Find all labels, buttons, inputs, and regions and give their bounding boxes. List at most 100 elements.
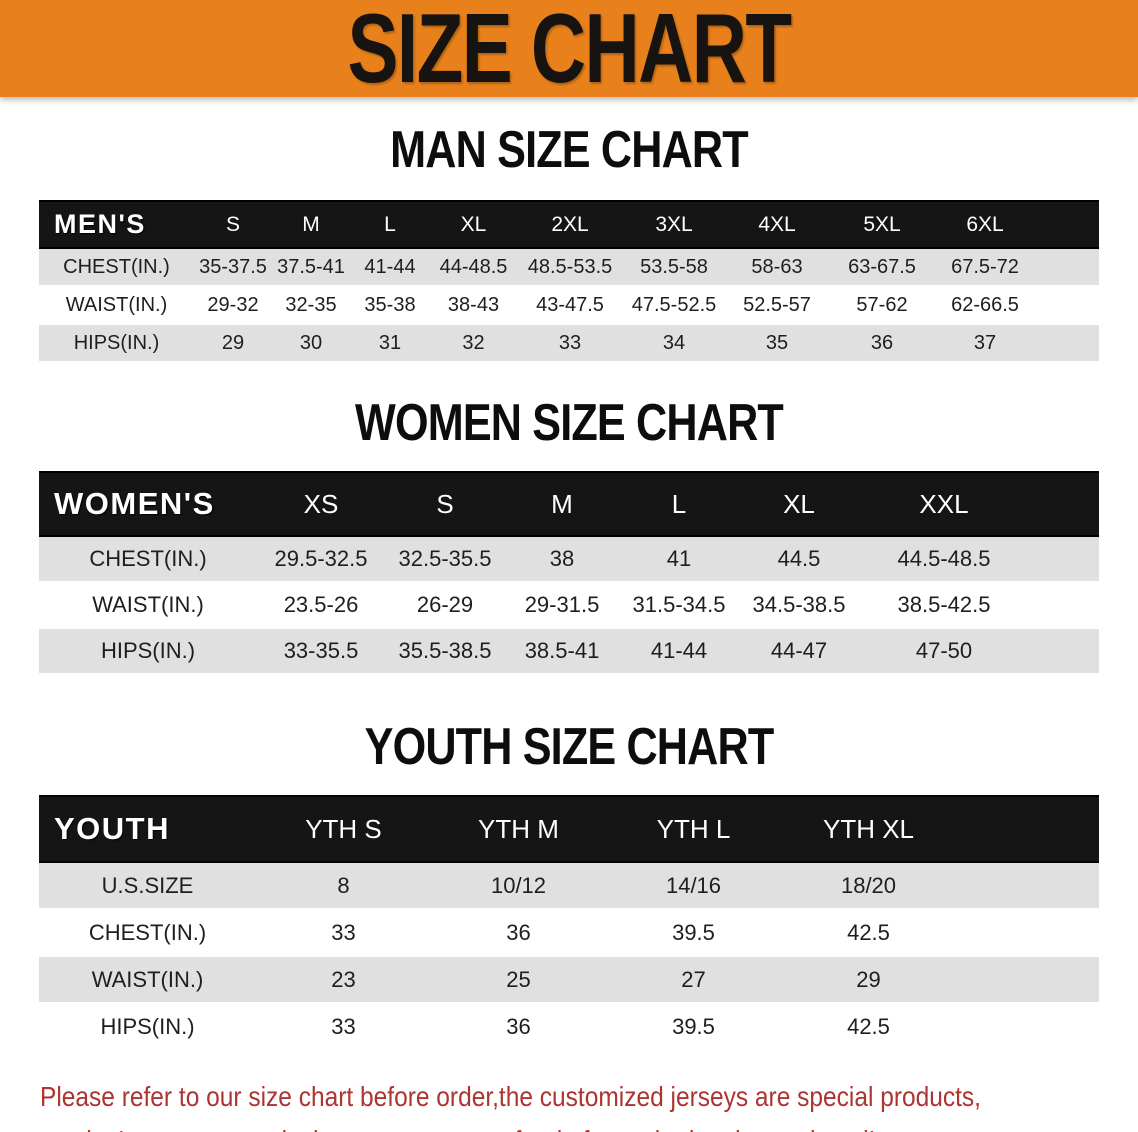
measurement-row: HIPS(IN.) 33-35.5 35.5-38.5 38.5-41 41-44 44-…	[39, 629, 1099, 675]
section-women-size-chart: WOMEN SIZE CHART WOMEN'S XS S M L XL XXL CHEST(…	[0, 397, 1138, 675]
measurement-value: 47.5-52.5	[623, 287, 725, 325]
measurement-value: 29-32	[194, 287, 272, 325]
disclaimer-line-1: Please refer to our size chart before or…	[40, 1081, 981, 1112]
measurement-value: 27	[606, 957, 781, 1004]
measurement-value: 36	[829, 325, 935, 363]
size-table-header-row: MEN'S S M L XL 2XL 3XL 4XL 5XL 6XL	[39, 200, 1099, 249]
measurement-value: 42.5	[781, 910, 956, 957]
measurement-row: WAIST(IN.) 29-32 32-35 35-38 38-43 43-47.5 47.…	[39, 287, 1099, 325]
measurement-value: 44-48.5	[430, 249, 517, 287]
men-section-heading: MAN SIZE CHART	[390, 121, 748, 179]
size-table-corner-label: WOMEN'S	[39, 471, 257, 537]
measurement-row: CHEST(IN.) 33 36 39.5 42.5	[39, 910, 1099, 957]
measurement-value: 44.5	[739, 537, 859, 583]
men-size-table: MEN'S S M L XL 2XL 3XL 4XL 5XL 6XL CHEST(IN.) 35-37…	[39, 200, 1099, 363]
measurement-value: 32	[430, 325, 517, 363]
row-filler-cell	[956, 910, 1099, 957]
measurement-row: WAIST(IN.) 23.5-26 26-29 29-31.5 31.5-34.5 34…	[39, 583, 1099, 629]
size-table-header-row: YOUTH YTH S YTH M YTH L YTH XL	[39, 795, 1099, 863]
row-filler-cell	[1035, 287, 1099, 325]
size-column-header: XXL	[859, 471, 1029, 537]
row-filler-cell	[1035, 325, 1099, 363]
measurement-value: 34	[623, 325, 725, 363]
measurement-value: 37	[935, 325, 1035, 363]
banner-title: SIZE CHART	[347, 0, 792, 104]
measurement-label: WAIST(IN.)	[39, 583, 257, 629]
row-filler-cell	[956, 863, 1099, 910]
measurement-value: 35	[725, 325, 829, 363]
measurement-value: 34.5-38.5	[739, 583, 859, 629]
measurement-value: 18/20	[781, 863, 956, 910]
measurement-value: 36	[431, 1004, 606, 1051]
measurement-value: 29.5-32.5	[257, 537, 385, 583]
measurement-value: 57-62	[829, 287, 935, 325]
row-filler-cell	[956, 1004, 1099, 1051]
size-column-header: M	[505, 471, 619, 537]
measurement-value: 41-44	[619, 629, 739, 675]
header-filler-cell	[1035, 200, 1099, 249]
size-column-header: 4XL	[725, 200, 829, 249]
size-table-header-row: WOMEN'S XS S M L XL XXL	[39, 471, 1099, 537]
measurement-value: 36	[431, 910, 606, 957]
row-filler-cell	[1029, 583, 1099, 629]
measurement-value: 35-37.5	[194, 249, 272, 287]
measurement-value: 47-50	[859, 629, 1029, 675]
measurement-value: 38	[505, 537, 619, 583]
measurement-value: 38-43	[430, 287, 517, 325]
women-section-heading: WOMEN SIZE CHART	[355, 394, 784, 452]
measurement-value: 25	[431, 957, 606, 1004]
measurement-value: 39.5	[606, 1004, 781, 1051]
measurement-value: 8	[256, 863, 431, 910]
measurement-label: CHEST(IN.)	[39, 249, 194, 287]
measurement-value: 30	[272, 325, 350, 363]
measurement-value: 23.5-26	[257, 583, 385, 629]
measurement-value: 32-35	[272, 287, 350, 325]
row-filler-cell	[956, 957, 1099, 1004]
measurement-value: 53.5-58	[623, 249, 725, 287]
measurement-label: CHEST(IN.)	[39, 537, 257, 583]
header-filler-cell	[956, 795, 1099, 863]
measurement-label: HIPS(IN.)	[39, 325, 194, 363]
section-men-size-chart: MAN SIZE CHART MEN'S S M L XL 2XL 3XL 4XL 5XL 6XL…	[0, 124, 1138, 363]
measurement-label: U.S.SIZE	[39, 863, 256, 910]
measurement-value: 29-31.5	[505, 583, 619, 629]
measurement-row: HIPS(IN.) 29 30 31 32 33 34 35 36 37	[39, 325, 1099, 363]
measurement-value: 41	[619, 537, 739, 583]
measurement-row: CHEST(IN.) 35-37.5 37.5-41 41-44 44-48.5 48.5…	[39, 249, 1099, 287]
size-column-header: 6XL	[935, 200, 1035, 249]
measurement-row: WAIST(IN.) 23 25 27 29	[39, 957, 1099, 1004]
size-column-header: YTH XL	[781, 795, 956, 863]
measurement-value: 33	[256, 910, 431, 957]
measurement-label: WAIST(IN.)	[39, 287, 194, 325]
measurement-value: 44-47	[739, 629, 859, 675]
size-column-header: YTH S	[256, 795, 431, 863]
measurement-value: 52.5-57	[725, 287, 829, 325]
measurement-label: HIPS(IN.)	[39, 629, 257, 675]
measurement-label: CHEST(IN.)	[39, 910, 256, 957]
measurement-value: 37.5-41	[272, 249, 350, 287]
measurement-row: U.S.SIZE 8 10/12 14/16 18/20	[39, 863, 1099, 910]
size-table-corner-label: MEN'S	[39, 200, 194, 249]
measurement-value: 23	[256, 957, 431, 1004]
measurement-label: WAIST(IN.)	[39, 957, 256, 1004]
size-column-header: XL	[739, 471, 859, 537]
measurement-value: 31.5-34.5	[619, 583, 739, 629]
size-column-header: S	[385, 471, 505, 537]
measurement-value: 42.5	[781, 1004, 956, 1051]
measurement-value: 48.5-53.5	[517, 249, 623, 287]
measurement-value: 43-47.5	[517, 287, 623, 325]
size-column-header: YTH M	[431, 795, 606, 863]
header-filler-cell	[1029, 471, 1099, 537]
measurement-value: 62-66.5	[935, 287, 1035, 325]
measurement-row: HIPS(IN.) 33 36 39.5 42.5	[39, 1004, 1099, 1051]
youth-size-table: YOUTH YTH S YTH M YTH L YTH XL U.S.SIZE 8 10/12…	[39, 795, 1099, 1051]
row-filler-cell	[1035, 249, 1099, 287]
measurement-value: 26-29	[385, 583, 505, 629]
measurement-value: 31	[350, 325, 430, 363]
measurement-value: 38.5-41	[505, 629, 619, 675]
measurement-value: 10/12	[431, 863, 606, 910]
measurement-value: 58-63	[725, 249, 829, 287]
disclaimer-line-2: we don't accept cancel, change, teturn o…	[40, 1119, 1001, 1132]
measurement-value: 41-44	[350, 249, 430, 287]
size-chart-banner: SIZE CHART	[0, 0, 1138, 97]
